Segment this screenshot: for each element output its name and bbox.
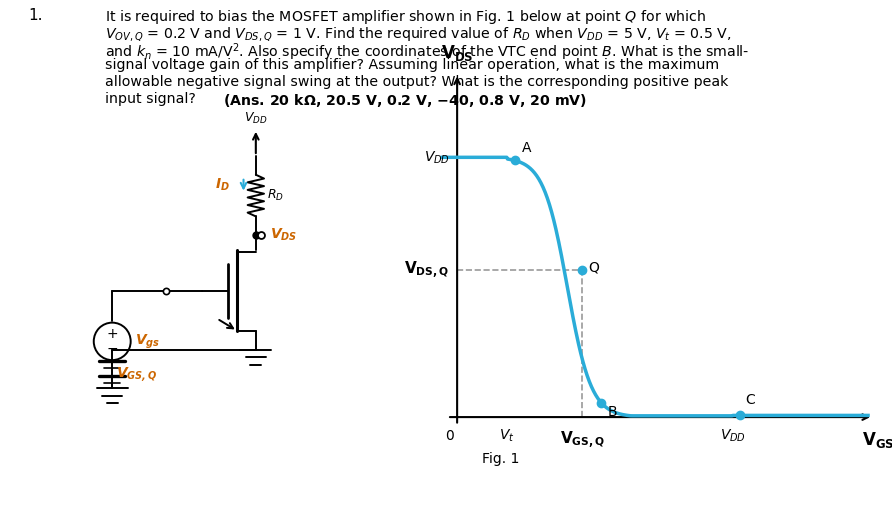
Text: $\bfit{V_{gs}}$: $\bfit{V_{gs}}$ [135, 332, 160, 351]
Text: $V_{DD}$: $V_{DD}$ [244, 111, 268, 126]
Text: +: + [106, 327, 118, 341]
Text: $V_{DD}$: $V_{DD}$ [720, 428, 746, 444]
Text: −: − [106, 342, 118, 356]
Text: $\mathbf{V_{GS,Q}}$: $\mathbf{V_{GS,Q}}$ [560, 429, 605, 451]
Text: B: B [607, 405, 617, 419]
Text: Q: Q [589, 260, 599, 274]
Text: signal voltage gain of this amplifier? Assuming linear operation, what is the ma: signal voltage gain of this amplifier? A… [105, 58, 719, 73]
Text: It is required to bias the MOSFET amplifier shown in Fig. 1 below at point $Q$ f: It is required to bias the MOSFET amplif… [105, 8, 706, 26]
Text: (Ans. 20 k$\mathbf{\Omega}$, 20.5 V, 0.2 V, $\mathbf{-}$40, 0.8 V, 20 mV): (Ans. 20 k$\mathbf{\Omega}$, 20.5 V, 0.2… [223, 92, 587, 109]
Text: and $k_n$ = 10 mA/V$^2$. Also specify the coordinates of the VTC end point $B$. : and $k_n$ = 10 mA/V$^2$. Also specify th… [105, 42, 749, 64]
Text: $R_D$: $R_D$ [268, 188, 285, 203]
Text: 1.: 1. [28, 8, 43, 23]
Text: $V_{OV,Q}$ = 0.2 V and $V_{DS,Q}$ = 1 V. Find the required value of $R_D$ when $: $V_{OV,Q}$ = 0.2 V and $V_{DS,Q}$ = 1 V.… [105, 25, 731, 43]
Text: input signal?: input signal? [105, 92, 201, 106]
Text: allowable negative signal swing at the output? What is the corresponding positiv: allowable negative signal swing at the o… [105, 75, 729, 89]
Text: $V_{DD}$: $V_{DD}$ [424, 149, 450, 166]
Text: $\mathbf{V_{GS}}$: $\mathbf{V_{GS}}$ [862, 430, 892, 450]
Text: C: C [746, 393, 755, 407]
Text: $\bfit{I_D}$: $\bfit{I_D}$ [215, 177, 230, 194]
Text: 0: 0 [445, 429, 454, 443]
Text: $\mathbf{V_{DS}}$: $\mathbf{V_{DS}}$ [441, 43, 474, 63]
Text: A: A [523, 141, 532, 155]
Text: $\bfit{V_{GS,Q}}$: $\bfit{V_{GS,Q}}$ [116, 365, 158, 384]
Text: $V_t$: $V_t$ [500, 428, 515, 444]
Text: $\mathbf{V_{DS,Q}}$: $\mathbf{V_{DS,Q}}$ [404, 260, 450, 281]
Text: Fig. 1: Fig. 1 [483, 452, 519, 466]
Text: $\bfit{V_{DS}}$: $\bfit{V_{DS}}$ [270, 227, 298, 243]
